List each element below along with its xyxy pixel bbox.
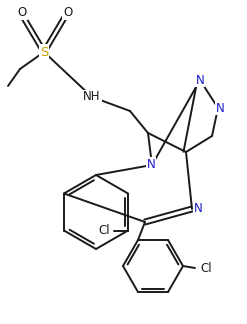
Text: N: N [147,157,155,170]
Text: Cl: Cl [200,262,212,275]
Text: O: O [63,6,73,19]
Text: NH: NH [83,90,101,103]
Text: O: O [17,6,27,19]
Text: N: N [194,202,202,215]
Text: N: N [196,74,204,87]
Text: N: N [216,101,224,114]
Text: S: S [40,45,48,59]
Text: Cl: Cl [98,224,110,237]
